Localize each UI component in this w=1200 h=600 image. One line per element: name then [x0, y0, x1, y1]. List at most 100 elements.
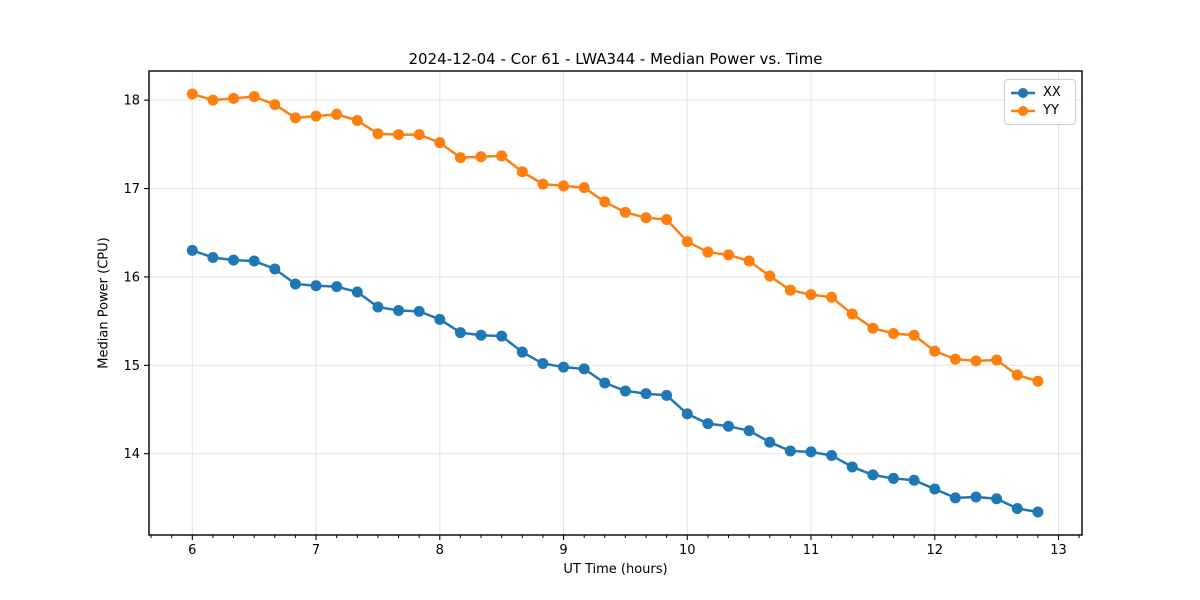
- data-point-xx: [929, 483, 941, 495]
- data-point-xx: [331, 281, 343, 293]
- data-point-xx: [1032, 506, 1044, 518]
- data-point-yy: [475, 151, 487, 163]
- data-point-yy: [805, 289, 817, 301]
- data-point-xx: [867, 469, 879, 481]
- x-tick-label: 13: [1050, 543, 1067, 558]
- data-point-xx: [578, 363, 590, 375]
- data-point-yy: [331, 108, 343, 120]
- data-point-xx: [372, 301, 384, 313]
- data-point-yy: [537, 178, 549, 190]
- data-point-yy: [949, 353, 961, 365]
- data-point-xx: [661, 389, 673, 401]
- data-point-yy: [578, 182, 590, 194]
- data-point-yy: [372, 128, 384, 140]
- data-point-xx: [743, 425, 755, 437]
- data-point-yy: [207, 94, 219, 106]
- data-point-yy: [846, 308, 858, 320]
- data-point-yy: [351, 114, 363, 126]
- data-point-yy: [764, 270, 776, 282]
- legend-item-xx: XX: [1010, 84, 1069, 102]
- data-point-yy: [702, 246, 714, 258]
- data-point-xx: [434, 313, 446, 325]
- data-point-yy: [640, 212, 652, 224]
- data-point-xx: [702, 418, 714, 430]
- y-tick-label: 14: [123, 447, 140, 462]
- legend-label-xx: XX: [1043, 85, 1061, 100]
- data-point-yy: [269, 99, 281, 111]
- data-point-xx: [289, 278, 301, 290]
- data-point-xx: [681, 408, 693, 420]
- x-tick-label: 8: [436, 543, 444, 558]
- y-tick-label: 18: [123, 94, 140, 109]
- x-tick-label: 10: [679, 543, 696, 558]
- data-point-yy: [888, 327, 900, 339]
- y-tick-label: 16: [123, 270, 140, 285]
- data-point-yy: [248, 91, 260, 103]
- data-point-xx: [186, 244, 198, 256]
- data-point-xx: [764, 436, 776, 448]
- data-point-xx: [619, 385, 631, 397]
- data-point-yy: [599, 196, 611, 208]
- data-point-yy: [310, 110, 322, 122]
- x-tick-label: 12: [926, 543, 943, 558]
- data-point-yy: [1032, 375, 1044, 387]
- data-point-yy: [496, 150, 508, 162]
- data-point-xx: [228, 254, 240, 266]
- data-point-xx: [970, 491, 982, 503]
- y-axis-label: Median Power (CPU): [96, 237, 112, 369]
- data-point-yy: [393, 129, 405, 141]
- x-axis-label: UT Time (hours): [563, 562, 668, 577]
- chart-title: 2024-12-04 - Cor 61 - LWA344 - Median Po…: [408, 50, 823, 68]
- y-tick-label: 17: [123, 182, 140, 197]
- data-point-yy: [454, 152, 466, 164]
- data-point-yy: [970, 355, 982, 367]
- data-point-xx: [846, 461, 858, 473]
- data-point-xx: [248, 255, 260, 267]
- data-point-yy: [826, 291, 838, 303]
- legend-label-yy: YY: [1043, 103, 1059, 118]
- axes-border: [148, 70, 1083, 536]
- data-point-xx: [949, 492, 961, 504]
- data-point-xx: [516, 346, 528, 358]
- data-point-yy: [434, 137, 446, 149]
- y-tick-label: 15: [123, 359, 140, 374]
- data-point-yy: [186, 88, 198, 100]
- legend-line-marker-icon-yy: [1011, 106, 1035, 116]
- data-point-xx: [454, 327, 466, 339]
- data-point-yy: [929, 345, 941, 357]
- data-point-xx: [599, 377, 611, 389]
- data-point-xx: [558, 361, 570, 373]
- data-point-yy: [619, 206, 631, 218]
- data-point-yy: [228, 92, 240, 104]
- data-point-yy: [723, 249, 735, 261]
- data-point-xx: [393, 305, 405, 317]
- data-point-xx: [723, 420, 735, 432]
- data-point-xx: [888, 472, 900, 484]
- data-point-xx: [826, 449, 838, 461]
- data-point-xx: [413, 305, 425, 317]
- x-tick-label: 6: [188, 543, 196, 558]
- data-point-xx: [991, 493, 1003, 505]
- x-tick-label: 11: [803, 543, 820, 558]
- data-point-yy: [908, 329, 920, 341]
- data-point-xx: [537, 358, 549, 370]
- data-point-xx: [640, 388, 652, 400]
- data-point-yy: [743, 255, 755, 267]
- data-point-yy: [681, 236, 693, 248]
- data-point-xx: [351, 286, 363, 298]
- x-tick-label: 9: [559, 543, 567, 558]
- data-point-xx: [805, 446, 817, 458]
- data-point-yy: [413, 129, 425, 141]
- data-point-yy: [1011, 369, 1023, 381]
- data-point-xx: [784, 445, 796, 457]
- data-point-xx: [310, 280, 322, 292]
- data-point-yy: [784, 284, 796, 296]
- data-point-yy: [867, 322, 879, 334]
- data-point-yy: [516, 166, 528, 178]
- data-point-xx: [475, 329, 487, 341]
- data-point-xx: [496, 330, 508, 342]
- data-point-xx: [207, 251, 219, 263]
- data-point-yy: [558, 180, 570, 192]
